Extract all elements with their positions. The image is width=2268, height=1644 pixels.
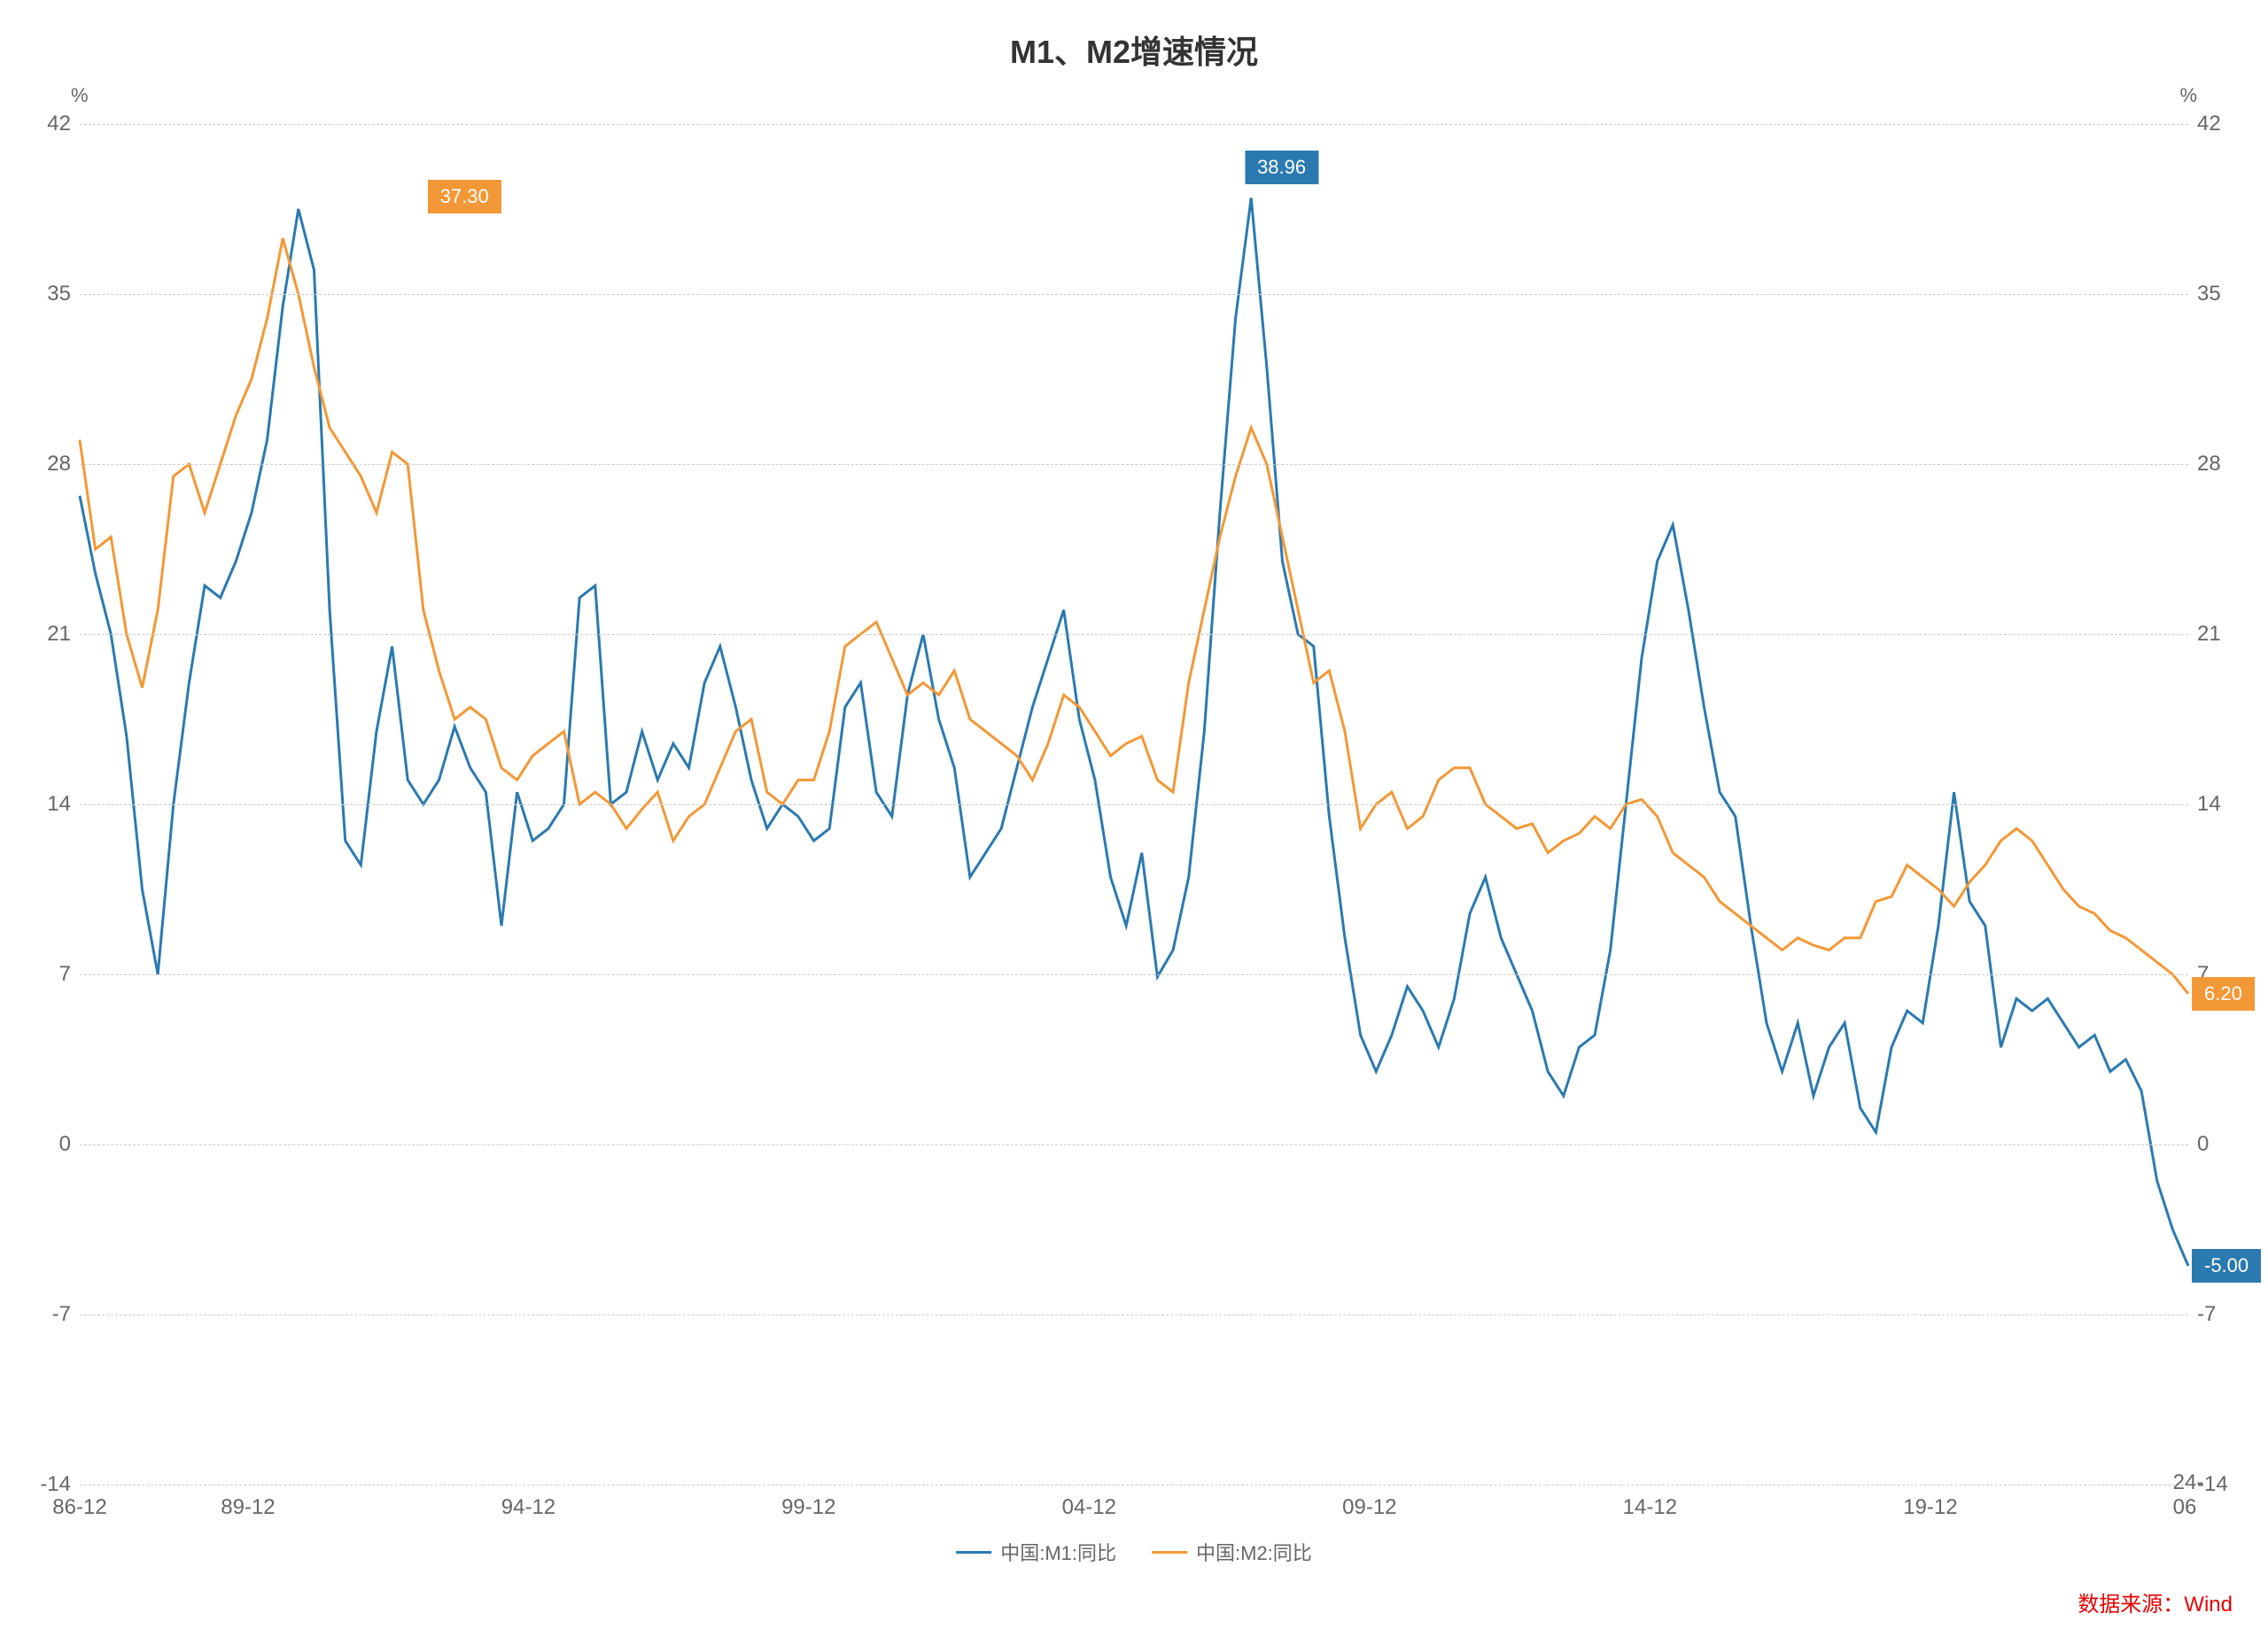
y-tick-label-right: -7 [2197, 1302, 2233, 1327]
legend-swatch-m1 [956, 1551, 991, 1554]
y-tick-label-right: 0 [2197, 1132, 2233, 1157]
gridline [80, 1144, 2188, 1145]
gridline [80, 974, 2188, 975]
y-tick-label-left: 42 [35, 112, 71, 136]
x-tick-label: 24-06 [2173, 1470, 2204, 1520]
y-tick-label-right: 42 [2197, 112, 2233, 136]
annotation-label: 38.96 [1245, 151, 1318, 184]
y-axis-unit-left: % [71, 84, 89, 107]
legend-swatch-m2 [1152, 1551, 1187, 1554]
y-tick-label-left: 35 [35, 282, 71, 306]
legend-item-m1: 中国:M1:同比 [956, 1538, 1116, 1566]
x-tick-label: 99-12 [781, 1495, 835, 1520]
chart-container: M1、M2增速情况 % % -14-14-7-70077141421212828… [0, 0, 2268, 1644]
data-source-label: 数据来源：Wind [2078, 1586, 2233, 1617]
legend-item-m2: 中国:M2:同比 [1152, 1538, 1312, 1566]
x-tick-label: 86-12 [52, 1495, 106, 1520]
legend-label-m1: 中国:M1:同比 [1000, 1538, 1116, 1566]
series-line-1 [80, 238, 2188, 994]
gridline [80, 634, 2188, 635]
gridline [80, 804, 2188, 805]
gridline [80, 1314, 2188, 1315]
y-tick-label-left: 14 [35, 792, 71, 817]
annotation-label: -5.00 [2192, 1249, 2261, 1283]
x-tick-label: 89-12 [221, 1495, 275, 1520]
y-axis-unit-right: % [2179, 84, 2197, 107]
y-tick-label-left: 21 [35, 622, 71, 647]
x-tick-label: 04-12 [1062, 1495, 1116, 1520]
gridline [80, 124, 2188, 125]
y-tick-label-left: 7 [35, 962, 71, 987]
y-tick-label-left: -7 [35, 1302, 71, 1327]
series-line-0 [80, 198, 2188, 1266]
gridline [80, 464, 2188, 465]
legend: 中国:M1:同比 中国:M2:同比 [956, 1538, 1312, 1566]
x-tick-label: 94-12 [501, 1495, 555, 1520]
y-tick-label-left: 28 [35, 452, 71, 477]
plot-area: -14-14-7-700771414212128283535424286-128… [80, 124, 2188, 1485]
x-tick-label: 19-12 [1903, 1495, 1957, 1520]
y-tick-label-right: 21 [2197, 622, 2233, 647]
x-tick-label: 14-12 [1623, 1495, 1677, 1520]
legend-label-m2: 中国:M2:同比 [1196, 1538, 1312, 1566]
x-tick-label: 09-12 [1342, 1495, 1396, 1520]
y-tick-label-left: -14 [35, 1472, 71, 1497]
y-tick-label-right: 14 [2197, 792, 2233, 817]
y-tick-label-right: 28 [2197, 452, 2233, 477]
y-tick-label-left: 0 [35, 1132, 71, 1157]
chart-title: M1、M2增速情况 [1010, 27, 1258, 73]
annotation-label: 6.20 [2192, 977, 2255, 1011]
gridline [80, 294, 2188, 295]
annotation-label: 37.30 [428, 180, 501, 213]
y-tick-label-right: 35 [2197, 282, 2233, 306]
